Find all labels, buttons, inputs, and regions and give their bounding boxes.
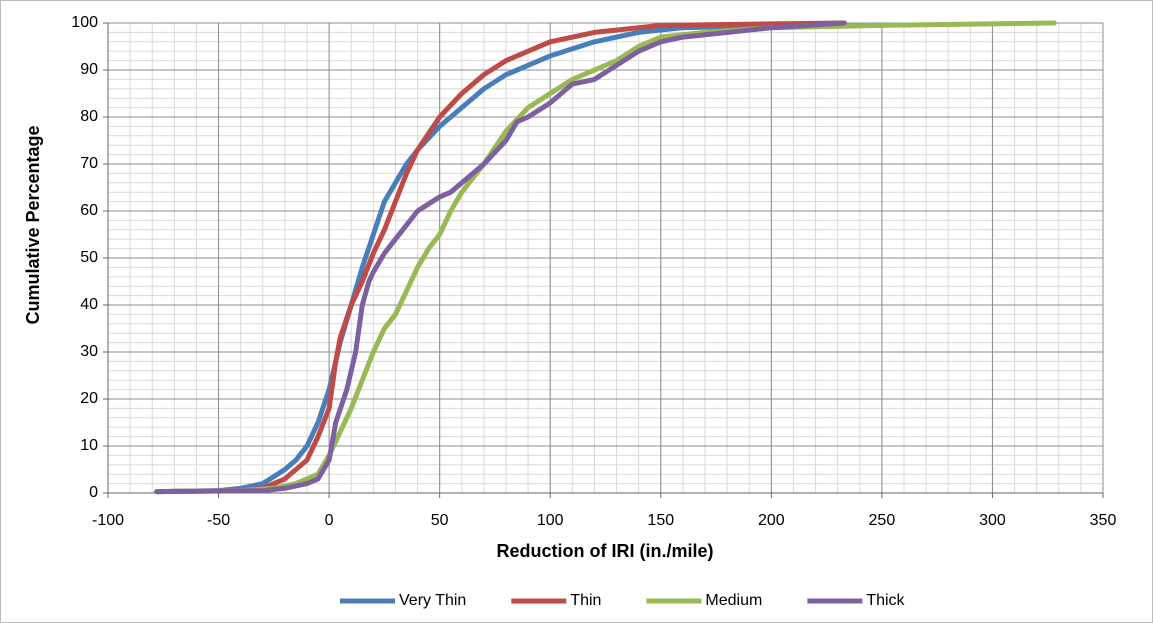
series-line (154, 20, 847, 495)
legend-label: Thick (866, 592, 905, 609)
grid: -100 -50 0 50 100 150 200 250 300 350 0 10 20 30 40 50 6… (71, 14, 1116, 529)
series-line (154, 20, 847, 495)
y-tick-label: 50 (80, 249, 98, 266)
y-tick-label: 0 (89, 484, 98, 501)
y-tick-label: 80 (80, 108, 98, 125)
x-tick-label: 250 (869, 512, 896, 529)
x-tick-label: 300 (979, 512, 1006, 529)
x-axis-title: Reduction of IRI (in./mile) (497, 541, 714, 561)
lines (154, 20, 1057, 495)
y-tick-label: 60 (80, 202, 98, 219)
y-tick-label: 70 (80, 155, 98, 172)
y-tick-label: 20 (80, 390, 98, 407)
x-tick-label: 200 (758, 512, 785, 529)
x-tick-label: 0 (325, 512, 334, 529)
y-tick-label: 90 (80, 61, 98, 78)
series-line (154, 20, 847, 495)
x-tick-label: 100 (537, 512, 564, 529)
x-tick-label: 50 (431, 512, 449, 529)
x-tick-label: -100 (92, 512, 124, 529)
legend-label: Medium (705, 592, 762, 609)
legend: Very Thin Thin Medium Thick (340, 592, 906, 609)
y-tick-label: 10 (80, 437, 98, 454)
y-tick-label: 30 (80, 343, 98, 360)
x-tick-label: 150 (647, 512, 674, 529)
legend-label: Very Thin (399, 592, 466, 609)
x-tick-label: 350 (1090, 512, 1117, 529)
y-axis-title: Cumulative Percentage (23, 125, 43, 324)
x-tick-label: -50 (207, 512, 230, 529)
legend-label: Thin (570, 592, 601, 609)
y-tick-label: 100 (71, 14, 98, 31)
y-tick-label: 40 (80, 296, 98, 313)
series-line (154, 20, 1057, 495)
